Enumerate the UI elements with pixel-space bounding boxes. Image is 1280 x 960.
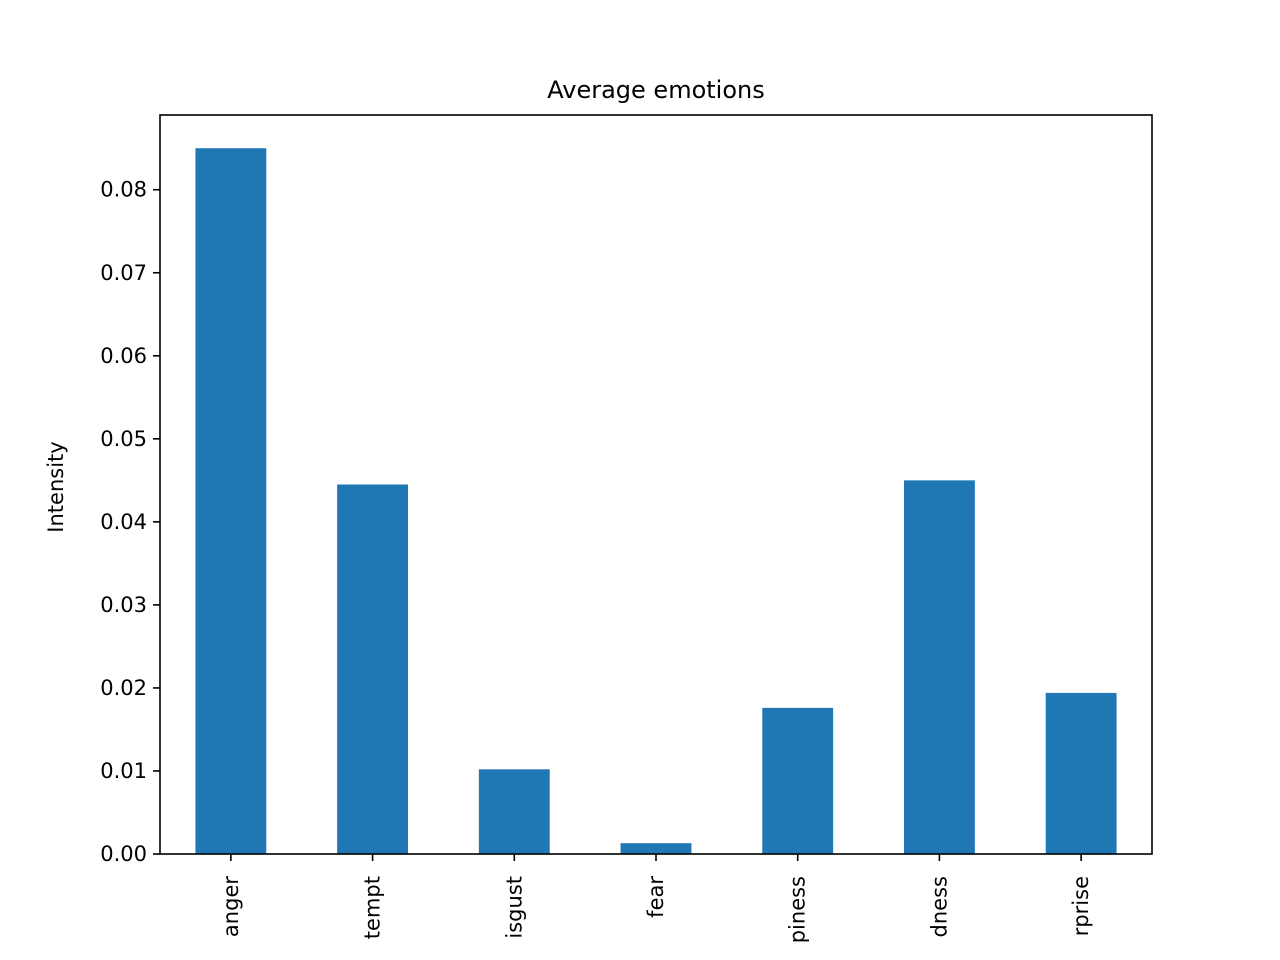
y-tick-label: 0.06 <box>100 344 147 368</box>
x-tick-label: isgust <box>502 876 526 939</box>
y-tick-label: 0.04 <box>100 510 147 534</box>
x-tick-label: piness <box>786 876 810 943</box>
x-tick-label: rprise <box>1069 876 1093 936</box>
bar-contempt <box>337 484 408 854</box>
bar-sadness <box>904 480 975 854</box>
x-tick-label: dness <box>927 876 951 937</box>
x-axis-ticks: anger tempt isgust fear piness dness rprise <box>219 854 1093 943</box>
chart-title: Average emotions <box>547 76 765 104</box>
x-tick-label: tempt <box>361 876 385 939</box>
x-tick-label: anger <box>219 876 243 937</box>
y-tick-label: 0.07 <box>100 261 147 285</box>
x-tick-label: fear <box>644 876 668 918</box>
y-tick-label: 0.00 <box>100 842 147 866</box>
bar-disgust <box>478 769 550 854</box>
y-axis-label: Intensity <box>44 441 68 532</box>
y-axis-ticks: 0.00 0.01 0.02 0.03 0.04 0.05 0.06 0.07 0.08 <box>100 178 160 866</box>
y-tick-label: 0.08 <box>100 178 147 202</box>
y-tick-label: 0.01 <box>100 759 147 783</box>
bars-group <box>195 148 1117 854</box>
bar-surprise <box>1045 692 1117 854</box>
plot-area-frame <box>159 114 1153 855</box>
bar-fear <box>620 843 692 854</box>
bar-anger <box>195 148 267 854</box>
y-tick-label: 0.03 <box>100 593 147 617</box>
y-tick-label: 0.02 <box>100 676 147 700</box>
y-tick-label: 0.05 <box>100 427 147 451</box>
bar-happiness <box>762 707 834 854</box>
